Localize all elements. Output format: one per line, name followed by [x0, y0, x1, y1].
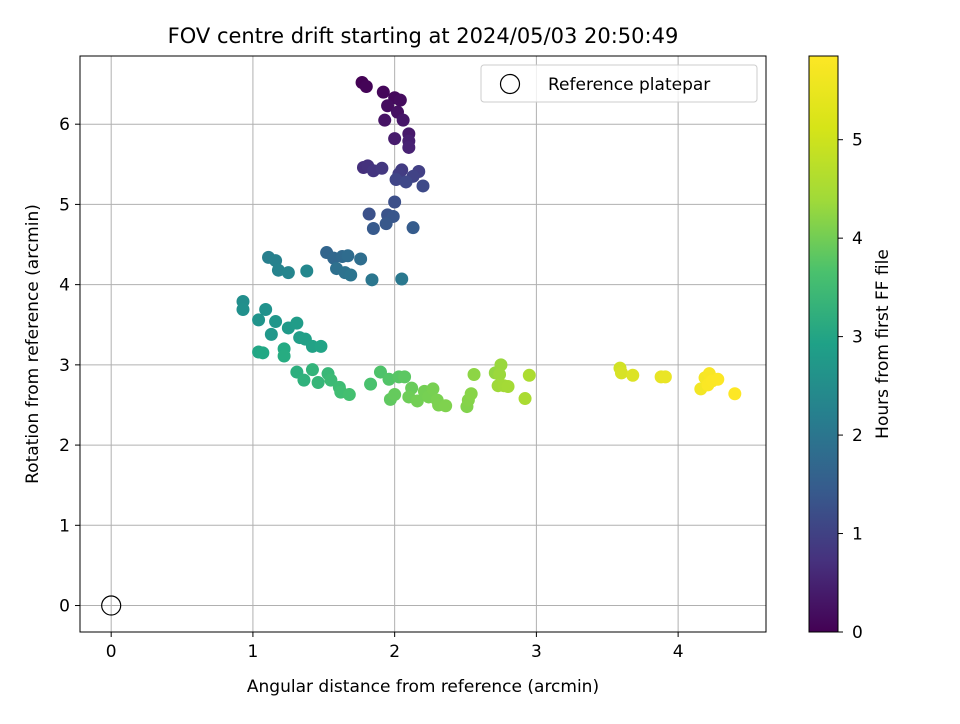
- data-point: [354, 252, 368, 266]
- data-point: [281, 266, 295, 280]
- grid-lines: [80, 56, 766, 632]
- data-point: [269, 315, 283, 329]
- colorbar-ticks: 0 1 2 3 4 5: [838, 131, 863, 643]
- legend-marker: [499, 73, 521, 95]
- data-point: [342, 388, 356, 402]
- data-point: [314, 339, 328, 353]
- colorbar-tick-label: 0: [852, 623, 863, 643]
- data-point: [728, 387, 742, 401]
- data-point: [236, 303, 250, 317]
- x-tick-label: 3: [531, 642, 542, 662]
- reference-point: [101, 595, 122, 616]
- y-tick-label: 0: [59, 597, 70, 617]
- colorbar-tick-label: 1: [852, 525, 863, 545]
- data-point: [518, 392, 532, 406]
- reference-marker: [101, 595, 122, 616]
- data-point: [493, 367, 507, 381]
- data-point: [389, 173, 403, 187]
- x-axis-label: Angular distance from reference (arcmin): [247, 677, 599, 697]
- y-axis-ticks: 0 1 2 3 4 5 6: [59, 115, 80, 617]
- data-point: [399, 175, 413, 189]
- data-point: [501, 380, 515, 394]
- data-point: [711, 372, 725, 386]
- data-point: [300, 264, 314, 278]
- legend: Reference platepar: [480, 64, 758, 103]
- data-point: [375, 161, 389, 175]
- data-point: [359, 79, 373, 93]
- x-tick-label: 4: [673, 642, 684, 662]
- data-point: [256, 346, 270, 360]
- data-point: [381, 99, 395, 113]
- colorbar: 0 1 2 3 4 5 Hours from first FF file: [808, 55, 893, 643]
- data-point: [416, 179, 430, 193]
- colorbar-tick-label: 3: [852, 328, 863, 348]
- data-point: [388, 195, 402, 209]
- data-point: [410, 394, 424, 408]
- data-point: [344, 268, 358, 282]
- data-point: [364, 377, 378, 391]
- data-point: [658, 370, 672, 384]
- data-point: [311, 376, 325, 390]
- data-point: [324, 373, 338, 387]
- data-point: [464, 387, 478, 401]
- colorbar-tick-label: 5: [852, 131, 863, 151]
- data-point: [382, 372, 396, 386]
- data-point: [271, 263, 285, 277]
- colorbar-gradient: [808, 55, 839, 633]
- data-point: [305, 363, 319, 377]
- scatter-points: [236, 75, 742, 414]
- data-point: [614, 366, 628, 380]
- data-point: [366, 221, 380, 235]
- data-point: [395, 272, 409, 286]
- data-point: [373, 365, 387, 379]
- data-point: [388, 388, 402, 402]
- y-tick-label: 2: [59, 436, 70, 456]
- data-point: [467, 367, 481, 381]
- data-point: [376, 85, 390, 99]
- data-point: [398, 370, 412, 384]
- plot-area: [80, 56, 766, 632]
- data-point: [378, 113, 392, 127]
- data-point: [277, 349, 291, 363]
- data-point: [379, 217, 393, 231]
- legend-label: Reference platepar: [548, 75, 710, 95]
- x-tick-label: 2: [389, 642, 400, 662]
- data-point: [388, 132, 402, 146]
- y-tick-label: 6: [59, 115, 70, 135]
- plot-frame: [79, 55, 767, 633]
- data-point: [297, 373, 311, 387]
- data-point: [494, 358, 508, 372]
- data-point: [264, 327, 278, 341]
- data-point: [426, 382, 440, 396]
- y-tick-label: 1: [59, 516, 70, 536]
- colorbar-tick-label: 2: [852, 426, 863, 446]
- y-tick-label: 4: [59, 276, 70, 296]
- data-point: [522, 368, 536, 382]
- y-axis-label: Rotation from reference (arcmin): [23, 204, 43, 484]
- data-point: [362, 207, 376, 221]
- data-point: [439, 399, 453, 413]
- legend-box: [480, 64, 758, 103]
- data-point: [402, 140, 416, 154]
- data-point: [290, 316, 304, 330]
- colorbar-tick-label: 4: [852, 229, 863, 249]
- data-point: [396, 113, 410, 127]
- y-tick-label: 3: [59, 356, 70, 376]
- data-point: [365, 273, 379, 287]
- data-point: [626, 368, 640, 382]
- data-point: [259, 303, 273, 317]
- data-point: [393, 93, 407, 107]
- x-axis-ticks: 0 1 2 3 4: [106, 632, 684, 662]
- y-tick-label: 5: [59, 195, 70, 215]
- data-point: [252, 313, 266, 327]
- colorbar-label: Hours from first FF file: [873, 249, 893, 439]
- data-point: [341, 249, 355, 263]
- data-point: [406, 221, 420, 235]
- x-tick-label: 0: [106, 642, 117, 662]
- x-tick-label: 1: [248, 642, 259, 662]
- chart-title: FOV centre drift starting at 2024/05/03 …: [168, 24, 679, 48]
